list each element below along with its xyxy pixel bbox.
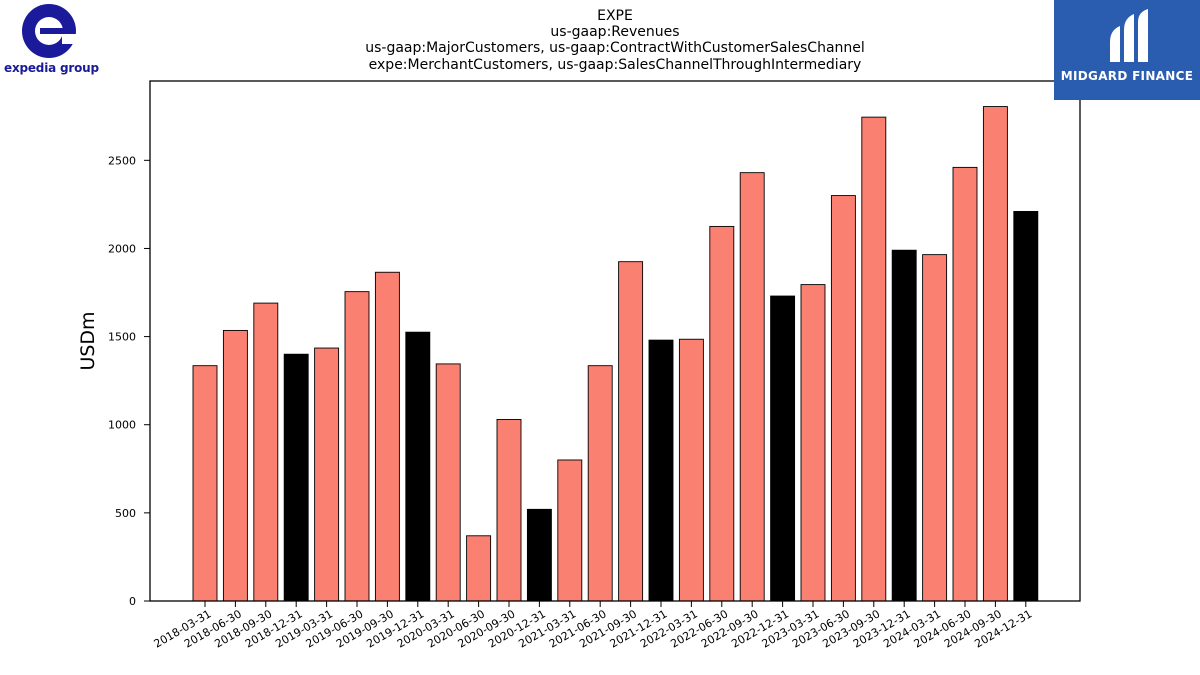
bar-2024-12-31	[1013, 210, 1039, 602]
expedia-group-wordmark: expedia group	[4, 61, 99, 75]
y-tick-label: 1500	[108, 331, 136, 344]
bar-2024-09-30	[982, 106, 1008, 602]
y-tick-label: 1000	[108, 419, 136, 432]
bar-2022-09-30	[739, 172, 765, 602]
bar-2024-06-30	[952, 166, 978, 602]
bar-2019-03-31	[314, 347, 340, 602]
bar-2020-09-30	[496, 418, 522, 602]
expedia-group-logo: expedia group	[0, 0, 100, 82]
bar-2023-03-31	[800, 284, 826, 602]
bar-2019-06-30	[344, 291, 370, 602]
y-tick-label: 0	[129, 595, 136, 608]
chart-subtitle-line-3: expe:MerchantCustomers, us-gaap:SalesCha…	[369, 57, 862, 73]
midgard-m-icon	[1110, 9, 1148, 62]
bar-2024-03-31	[922, 254, 948, 602]
bar-2022-12-31	[770, 295, 796, 602]
bar-2022-03-31	[678, 338, 704, 602]
chart-subtitle-line-2: us-gaap:MajorCustomers, us-gaap:Contract…	[365, 40, 865, 56]
chart-title-group: EXPE us-gaap:Revenues us-gaap:MajorCusto…	[365, 8, 865, 73]
bar-2021-12-31	[648, 339, 674, 602]
expedia-e-icon	[22, 4, 78, 58]
bar-2019-12-31	[405, 331, 431, 602]
bar-2018-06-30	[222, 329, 248, 602]
bar-2020-06-30	[466, 535, 492, 602]
bar-2019-09-30	[374, 271, 400, 602]
y-tick-label: 2500	[108, 154, 136, 167]
chart-title: EXPE	[597, 8, 633, 24]
midgard-finance-logo: MIDGARD FINANCE	[1054, 0, 1200, 100]
bar-2023-12-31	[891, 249, 917, 602]
bar-2020-12-31	[526, 508, 552, 602]
y-axis-label: USDm	[77, 311, 99, 370]
bar-2023-06-30	[830, 195, 856, 602]
plot-frame	[149, 80, 1081, 602]
y-tick-label: 500	[115, 507, 136, 520]
plot-area: 050010001500200025002018-03-312018-06-30…	[108, 106, 1039, 651]
bar-2021-06-30	[587, 365, 613, 602]
midgard-finance-wordmark: MIDGARD FINANCE	[1060, 69, 1194, 83]
bar-2021-09-30	[618, 261, 644, 602]
bar-2022-06-30	[709, 225, 735, 602]
y-tick-label: 2000	[108, 242, 136, 255]
bar-2018-03-31	[192, 365, 218, 602]
bar-2018-12-31	[283, 353, 309, 602]
bar-2021-03-31	[557, 459, 583, 602]
chart-subtitle-line-1: us-gaap:Revenues	[550, 24, 679, 40]
bar-2023-09-30	[861, 116, 887, 602]
bar-2020-03-31	[435, 363, 461, 602]
bar-2018-09-30	[253, 302, 279, 602]
